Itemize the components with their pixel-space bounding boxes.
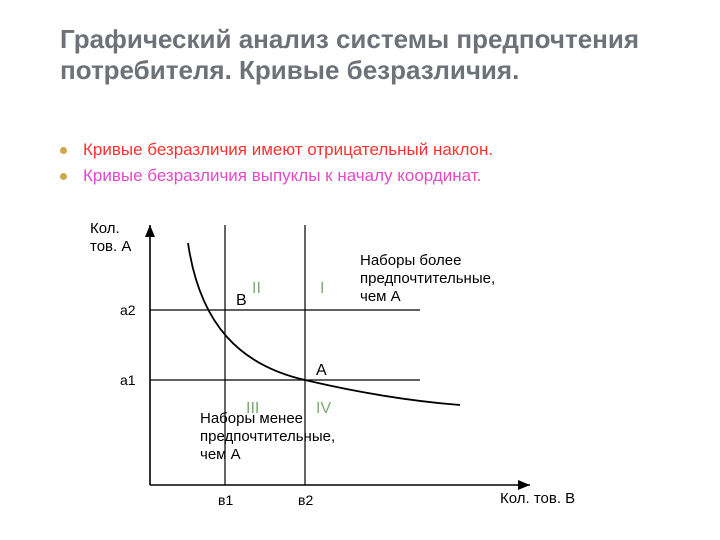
y-tick-1: a1	[120, 372, 136, 388]
arrowhead-icon	[518, 480, 530, 490]
chart-note-1: Наборы менее	[200, 410, 303, 427]
quadrant-label-3: IV	[316, 400, 331, 417]
point-label-0: B	[236, 292, 247, 309]
x-tick-1: в2	[298, 492, 313, 508]
x-tick-0: в1	[218, 492, 233, 508]
bullet-text: Кривые безразличия выпуклы к началу коор…	[83, 166, 481, 186]
y-axis-label: Кол.	[90, 220, 120, 237]
quadrant-label-1: I	[320, 280, 324, 297]
bullet-dot-icon	[60, 147, 67, 154]
x-axis-label: Кол. тов. В	[500, 490, 575, 507]
point-label-1: A	[316, 362, 327, 379]
slide-title: Графический анализ системы предпочтения …	[60, 24, 690, 86]
chart-note-0: Наборы более	[360, 252, 461, 269]
bullet-item: Кривые безразличия выпуклы к началу коор…	[60, 166, 690, 186]
bullet-text: Кривые безразличия имеют отрицательный н…	[83, 140, 493, 160]
chart-note-0: предпочтительные,	[360, 270, 495, 287]
indifference-chart: Кол.тов. АКол. тов. Вa2a1в1в2BAIIIIIIIVН…	[60, 205, 660, 525]
bullet-dot-icon	[60, 173, 67, 180]
bullet-list: Кривые безразличия имеют отрицательный н…	[60, 140, 690, 192]
y-tick-0: a2	[120, 302, 136, 318]
arrowhead-icon	[145, 225, 155, 237]
chart-note-1: предпочтительные,	[200, 428, 335, 445]
y-axis-label: тов. А	[90, 238, 131, 255]
quadrant-label-0: II	[252, 280, 261, 297]
chart-note-1: чем А	[200, 446, 241, 463]
chart-note-0: чем А	[360, 288, 401, 305]
bullet-item: Кривые безразличия имеют отрицательный н…	[60, 140, 690, 160]
